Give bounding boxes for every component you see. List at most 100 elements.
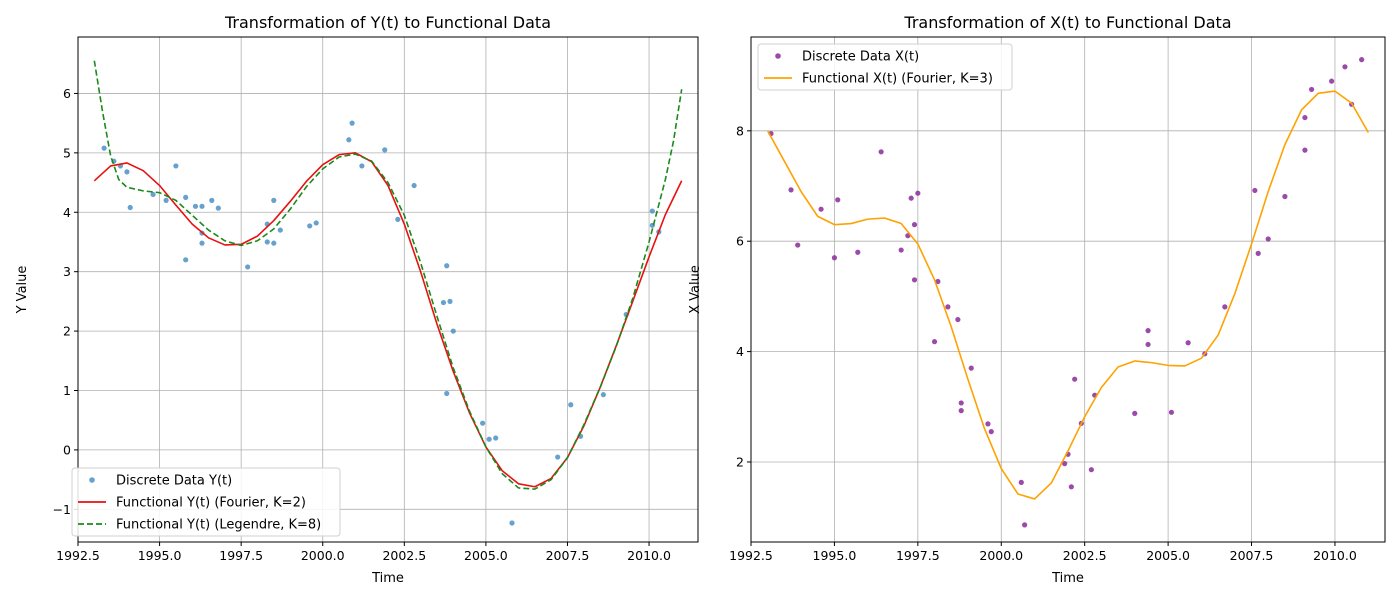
x-tick-label: 2000.0 xyxy=(979,548,1023,563)
data-point xyxy=(911,222,918,228)
data-point xyxy=(486,436,492,442)
data-point xyxy=(215,205,221,211)
y-tick-label: 4 xyxy=(63,205,71,220)
legend-label: Discrete Data Y(t) xyxy=(116,474,232,489)
line-series-3 xyxy=(93,60,683,490)
data-point xyxy=(1145,328,1151,334)
legend-item-1: Discrete Data Y(t) xyxy=(89,474,232,489)
legend-label: Discrete Data X(t) xyxy=(802,50,919,65)
data-point xyxy=(1255,250,1261,256)
data-point xyxy=(509,520,515,526)
data-point xyxy=(411,182,417,189)
data-point xyxy=(359,163,365,169)
data-point xyxy=(795,242,801,248)
data-point xyxy=(1302,147,1308,153)
data-point xyxy=(183,194,189,201)
data-point xyxy=(1062,461,1068,467)
data-point xyxy=(568,402,574,408)
y-tick-label: 8 xyxy=(736,123,744,138)
data-point xyxy=(958,408,964,414)
data-point xyxy=(958,400,964,406)
data-point xyxy=(395,216,401,222)
data-point xyxy=(649,208,655,214)
data-point xyxy=(1342,64,1348,70)
chart-title: Transformation of X(t) to Functional Dat… xyxy=(903,13,1231,32)
data-point xyxy=(555,454,561,460)
data-point xyxy=(264,239,270,245)
data-point xyxy=(911,277,918,283)
chart-panel-1: 1992.5 1995.0 1997.5 2000.0 2002.5 2005.0 2007… xyxy=(15,13,699,586)
y-tick-label: 4 xyxy=(736,344,744,359)
legend-box xyxy=(71,467,341,537)
data-point xyxy=(1252,187,1258,194)
data-point xyxy=(855,249,861,255)
x-tick-label: 1997.5 xyxy=(896,548,940,563)
data-point xyxy=(480,420,486,426)
line-series-2 xyxy=(766,90,1370,500)
data-point xyxy=(346,137,352,143)
data-point xyxy=(493,435,499,441)
x-axis-label: Time xyxy=(1051,571,1084,586)
data-point xyxy=(124,169,130,175)
grid-lines xyxy=(77,37,698,542)
legend-marker xyxy=(89,477,95,483)
data-point xyxy=(192,203,199,209)
data-point xyxy=(968,365,974,371)
legend-item-3: Functional Y(t) (Legendre, K=8) xyxy=(78,518,321,533)
data-point xyxy=(1145,341,1151,348)
data-point xyxy=(173,163,179,169)
data-point xyxy=(818,206,824,212)
data-point xyxy=(831,255,838,261)
y-tick-label: −1 xyxy=(53,502,71,517)
data-point xyxy=(898,247,904,253)
data-point xyxy=(931,339,938,345)
data-point xyxy=(382,147,388,153)
data-point xyxy=(447,298,453,304)
data-point xyxy=(245,264,251,270)
x-tick-label: 1992.5 xyxy=(729,548,773,563)
line-series-2 xyxy=(93,152,683,488)
x-tick-label: 2010.0 xyxy=(1313,548,1357,563)
y-tick-label: 2 xyxy=(736,454,744,469)
x-tick-label: 2000.0 xyxy=(301,548,345,563)
legend: Discrete Data Y(t) Functional Y(t) (Fouri… xyxy=(71,467,341,537)
x-tick-label: 2005.0 xyxy=(1146,548,1190,563)
x-tick-label: 2002.5 xyxy=(1063,548,1107,563)
grid-lines xyxy=(750,37,1385,542)
data-point xyxy=(450,328,456,334)
plot-area xyxy=(93,60,683,526)
data-point xyxy=(1168,409,1175,415)
data-point xyxy=(1018,479,1024,485)
chart-title: Transformation of Y(t) to Functional Dat… xyxy=(224,13,551,32)
data-point xyxy=(1088,467,1094,473)
data-point xyxy=(788,187,794,193)
legend-label: Functional X(t) (Fourier, K=3) xyxy=(802,72,993,87)
x-axis-label: Time xyxy=(371,571,404,586)
data-point xyxy=(271,240,277,246)
data-point xyxy=(1329,78,1335,84)
data-point xyxy=(915,190,921,196)
data-point xyxy=(1072,376,1078,382)
data-point xyxy=(600,392,606,398)
y-tick-label: 5 xyxy=(63,145,71,160)
data-point xyxy=(199,240,205,246)
legend-label: Functional Y(t) (Legendre, K=8) xyxy=(116,518,321,533)
data-point xyxy=(1302,114,1308,121)
axes-frame xyxy=(750,36,1386,543)
y-tick-label: 1 xyxy=(63,383,71,398)
legend-box xyxy=(757,43,1013,91)
x-tick-label: 1997.5 xyxy=(219,548,263,563)
data-point xyxy=(955,316,961,323)
data-point xyxy=(101,145,107,151)
axes-frame xyxy=(77,36,699,543)
data-point xyxy=(935,278,941,285)
x-tick-label: 2007.5 xyxy=(1230,548,1274,563)
data-point xyxy=(440,299,447,306)
y-axis-label: X Value xyxy=(688,265,703,314)
data-point xyxy=(1308,86,1315,93)
scatter-series-1 xyxy=(101,120,662,526)
x-tick-label: 2005.0 xyxy=(464,548,508,563)
y-axis-label: Y Value xyxy=(15,266,30,315)
y-tick-label: 3 xyxy=(63,264,71,279)
data-point xyxy=(985,421,991,427)
